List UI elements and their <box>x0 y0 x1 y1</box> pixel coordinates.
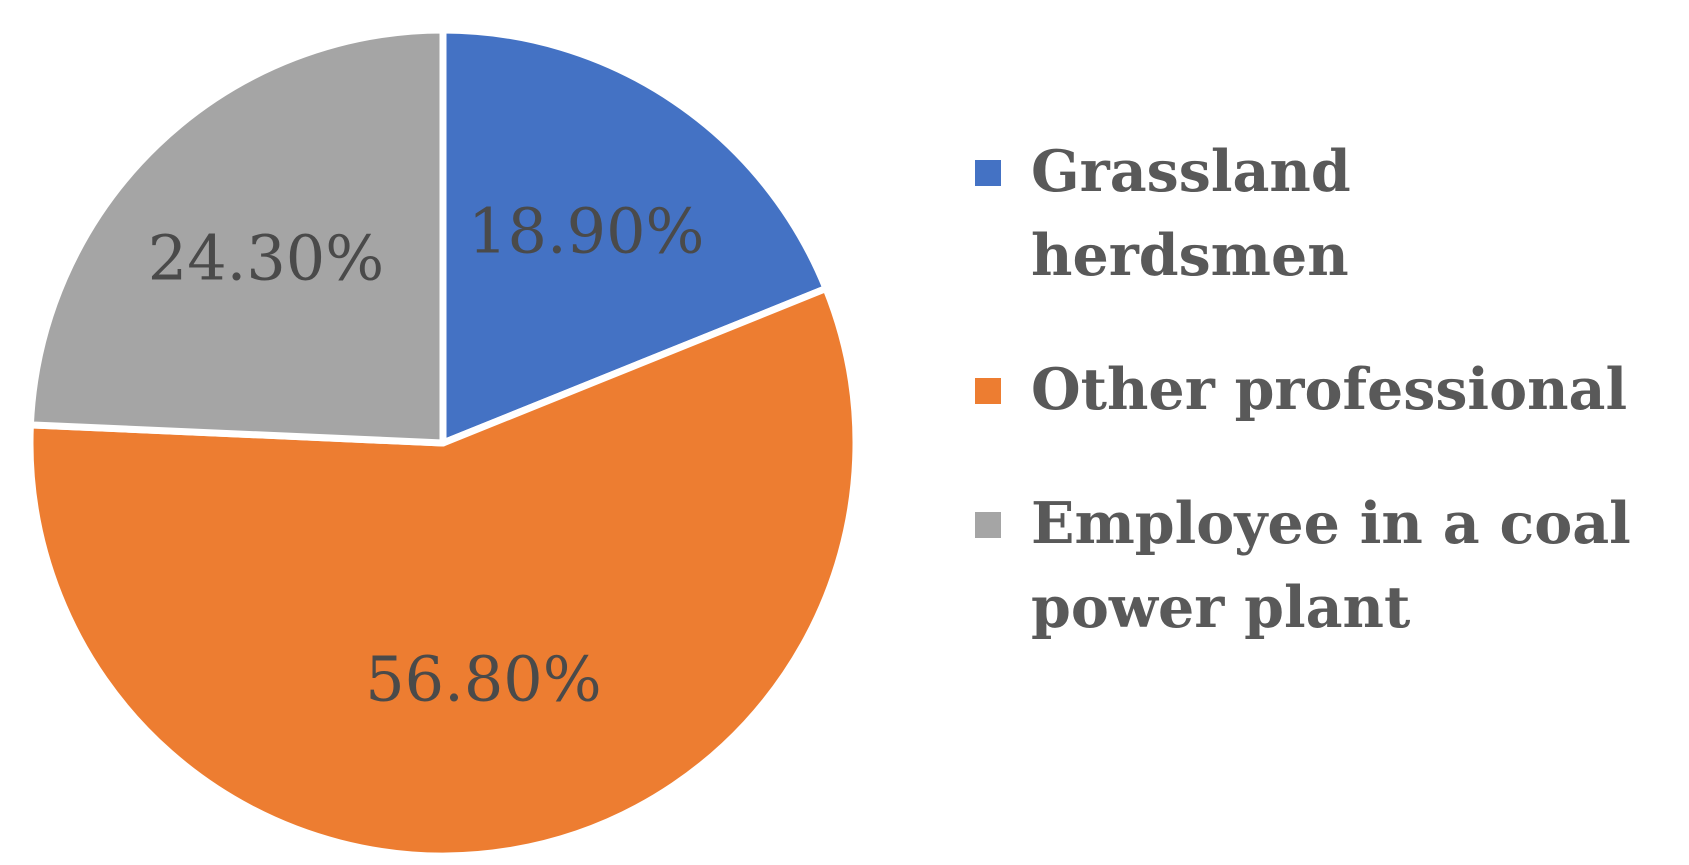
legend-item-grassland-herdsmen: Grassland herdsmen <box>975 130 1675 298</box>
legend-label-other-professional: Other professional <box>1031 356 1628 423</box>
legend-swatch-grassland-herdsmen <box>975 160 1001 186</box>
pie-slice-grassland-herdsmen <box>439 26 830 447</box>
pie-slice-other-professional <box>26 285 860 860</box>
data-label-other-professional: 56.80% <box>365 643 601 716</box>
legend-label-coal-power-plant-employee: Employee in a coal power plant <box>1031 490 1631 641</box>
pie-plot: 18.90% 56.80% 24.30% <box>26 26 860 860</box>
legend: Grassland herdsmen Other professional Em… <box>975 130 1675 700</box>
legend-label-grassland-herdsmen: Grassland herdsmen <box>1031 138 1351 289</box>
pie-slices <box>26 26 860 860</box>
legend-item-other-professional: Other professional <box>975 348 1675 432</box>
legend-swatch-coal-power-plant-employee <box>975 512 1001 538</box>
legend-item-coal-power-plant-employee: Employee in a coal power plant <box>975 482 1675 650</box>
pie-data-labels: 18.90% 56.80% 24.30% <box>148 194 705 715</box>
legend-swatch-other-professional <box>975 378 1001 404</box>
data-label-grassland-herdsmen: 18.90% <box>468 194 704 267</box>
pie-slice-employee-in-a-coal-power-plant <box>26 26 447 447</box>
data-label-employee-in-a-coal-power-plant: 24.30% <box>148 222 384 295</box>
